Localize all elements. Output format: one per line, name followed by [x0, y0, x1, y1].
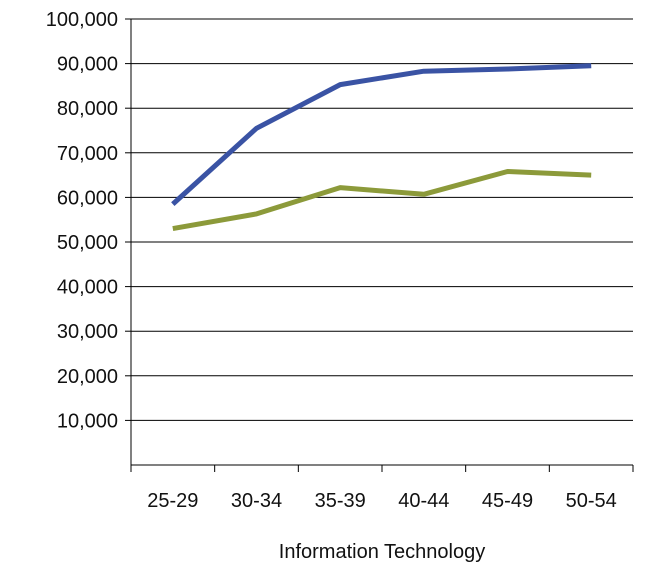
y-tick-label: 10,000	[57, 410, 118, 432]
y-tick-label: 60,000	[57, 187, 118, 209]
series-lines	[171, 63, 592, 232]
x-axis-title: Information Technology	[279, 541, 485, 563]
y-tick-label: 40,000	[57, 277, 118, 299]
x-tick-label: 45-49	[482, 490, 533, 512]
y-tick-label: 70,000	[57, 143, 118, 165]
y-tick-label: 100,000	[46, 9, 118, 31]
y-tick-label: 30,000	[57, 321, 118, 343]
x-tick-label: 25-29	[147, 490, 198, 512]
series-line-2	[172, 169, 592, 232]
series-line-1	[171, 63, 592, 206]
gridlines	[131, 18, 633, 421]
y-axis-ticks: 10,000 20,000 30,000 40,000 50,000 60,000 70,0…	[46, 9, 131, 432]
x-tick-label: 40-44	[398, 490, 449, 512]
y-tick-label: 20,000	[57, 366, 118, 388]
x-tick-label: 35-39	[315, 490, 366, 512]
x-axis-ticks: 25-29 30-34 35-39 40-44 45-49 50-54	[130, 465, 634, 512]
y-tick-label: 80,000	[57, 98, 118, 120]
y-tick-label: 90,000	[57, 54, 118, 76]
x-tick-label: 50-54	[566, 490, 617, 512]
x-tick-label: 30-34	[231, 490, 282, 512]
y-tick-label: 50,000	[57, 232, 118, 254]
